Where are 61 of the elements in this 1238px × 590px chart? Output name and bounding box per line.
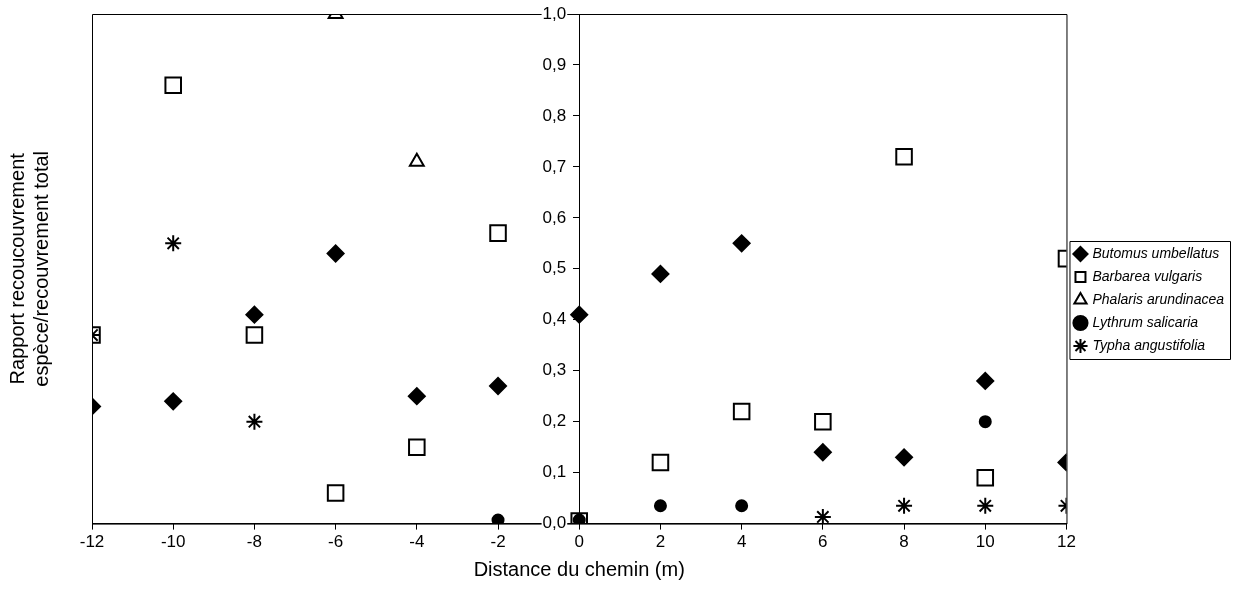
y-tick-label: 1,0 [542, 3, 567, 23]
y-tick-label: 0,8 [542, 105, 567, 125]
point [976, 371, 995, 390]
point [245, 305, 264, 324]
point [653, 499, 667, 513]
point [164, 76, 182, 95]
point [489, 377, 508, 396]
y-tick-label: 0,4 [542, 309, 567, 329]
legend-label: Butomus umbellatus [1092, 244, 1220, 261]
point [326, 484, 345, 502]
point [407, 387, 426, 406]
x-tick-label: -4 [409, 532, 425, 552]
point [976, 496, 995, 515]
x-tick-label: -6 [328, 532, 344, 552]
legend-label: Phalaris arundinacea [1092, 290, 1225, 307]
y-tick-label: 0,6 [542, 207, 567, 227]
point [735, 499, 749, 513]
point [895, 448, 914, 467]
x-axis-title: Distance du chemin (m) [473, 557, 685, 580]
x-tick-label: 8 [899, 532, 909, 552]
y-tick-label: 0,9 [542, 54, 567, 74]
y-tick-label: 0,1 [542, 462, 567, 482]
point [976, 468, 995, 487]
x-tick-label: 10 [975, 532, 995, 552]
point [326, 244, 345, 263]
legend-label: Barbarea vulgaris [1092, 267, 1203, 284]
x-tick-label: -10 [160, 532, 186, 552]
point [164, 234, 183, 253]
y-axis-title: Rapport recoucouvrement espèce/recouvrement total [5, 150, 52, 387]
point [164, 392, 183, 411]
point [651, 453, 670, 472]
x-tick-label: -8 [246, 532, 262, 552]
point [978, 415, 992, 429]
y-tick-label: 0,7 [542, 156, 567, 176]
point [814, 412, 832, 431]
point [895, 147, 913, 166]
y-tick-label: 0,3 [542, 360, 567, 380]
x-tick-label: 6 [818, 532, 828, 552]
x-tick-label: -2 [490, 532, 506, 552]
point [491, 513, 505, 524]
legend-label: Typha angustifolia [1092, 336, 1206, 353]
legend-label: Lythrum salicaria [1092, 313, 1199, 330]
x-tick-label: 12 [1057, 532, 1076, 552]
x-tick-label: 2 [655, 532, 666, 552]
point [245, 412, 264, 431]
point [895, 496, 914, 515]
point [489, 224, 507, 242]
y-tick-label: 0,5 [542, 258, 567, 278]
point [813, 507, 832, 524]
point [408, 438, 426, 456]
point [651, 264, 670, 283]
x-tick-label: -12 [79, 532, 105, 552]
x-tick-label: 4 [736, 532, 747, 552]
x-tick-label: 0 [574, 532, 584, 552]
point [732, 234, 751, 253]
y-tick-label: 0,2 [542, 411, 567, 431]
point [245, 326, 264, 344]
point [732, 402, 751, 421]
point [813, 443, 832, 462]
y-tick-label: 0,0 [542, 513, 567, 533]
point [570, 305, 589, 324]
